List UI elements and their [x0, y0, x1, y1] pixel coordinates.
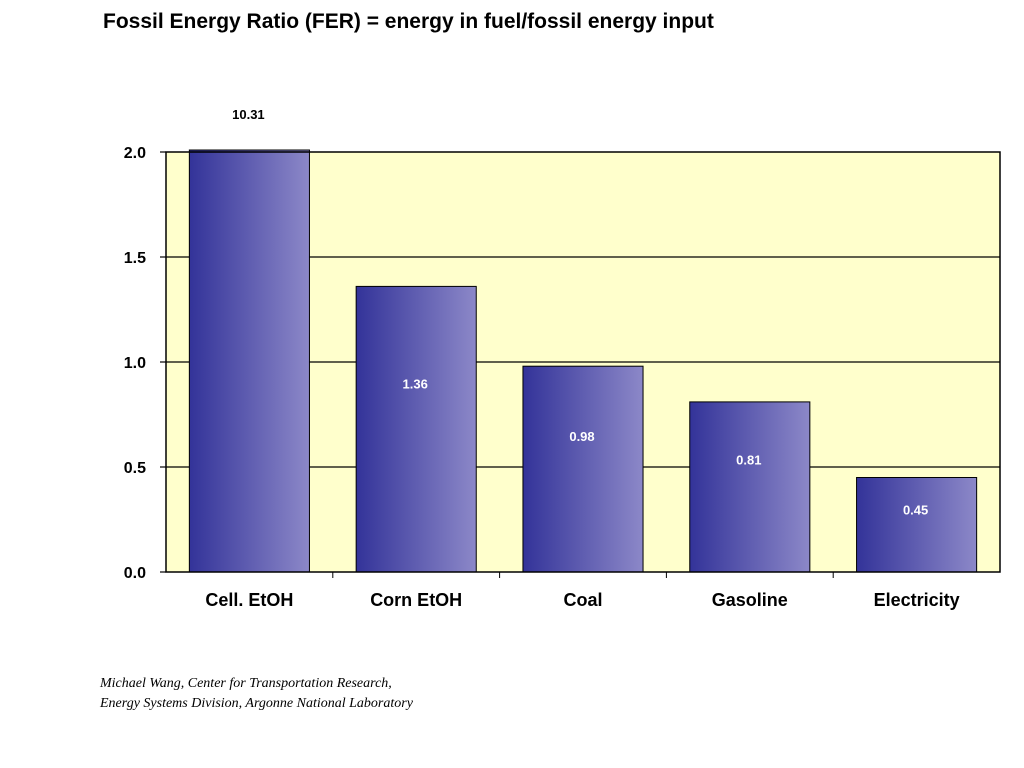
- x-tick-label: Coal: [563, 590, 602, 610]
- bar: [689, 401, 811, 573]
- y-tick-label: 2.0: [124, 145, 146, 162]
- bar-chart: 0.0 0.5 1.0 1.5 2.0 Cell. EtOH Corn EtOH Coal G…: [124, 107, 1001, 610]
- data-label: 0.98: [569, 429, 594, 444]
- bar: [355, 285, 477, 573]
- data-label: 10.31: [232, 107, 265, 122]
- data-label: 0.81: [736, 453, 761, 468]
- data-label: 0.45: [903, 503, 928, 518]
- y-tick-label: 1.0: [124, 355, 146, 372]
- bar: [856, 477, 978, 573]
- bar: [522, 365, 644, 573]
- x-axis-ticks: Cell. EtOH Corn EtOH Coal Gasoline Electrici…: [205, 572, 960, 610]
- bars: [188, 149, 978, 573]
- data-labels: 10.31 1.36 0.98 0.81 0.45: [232, 107, 928, 518]
- x-tick-label: Cell. EtOH: [205, 590, 293, 610]
- data-label: 1.36: [403, 377, 428, 392]
- y-tick-label: 0.0: [124, 565, 146, 582]
- x-tick-label: Corn EtOH: [370, 590, 462, 610]
- credit-line-1: Michael Wang, Center for Transportation …: [100, 676, 392, 691]
- y-tick-label: 1.5: [124, 250, 146, 267]
- source-credit: Michael Wang, Center for Transportation …: [100, 674, 413, 714]
- chart-title: Fossil Energy Ratio (FER) = energy in fu…: [103, 10, 714, 33]
- x-tick-label: Electricity: [874, 590, 960, 610]
- y-axis-ticks: 0.0 0.5 1.0 1.5 2.0: [124, 145, 166, 582]
- credit-line-2: Energy Systems Division, Argonne Nationa…: [100, 696, 413, 711]
- bar: [188, 149, 310, 573]
- y-tick-label: 0.5: [124, 460, 146, 477]
- x-tick-label: Gasoline: [712, 590, 788, 610]
